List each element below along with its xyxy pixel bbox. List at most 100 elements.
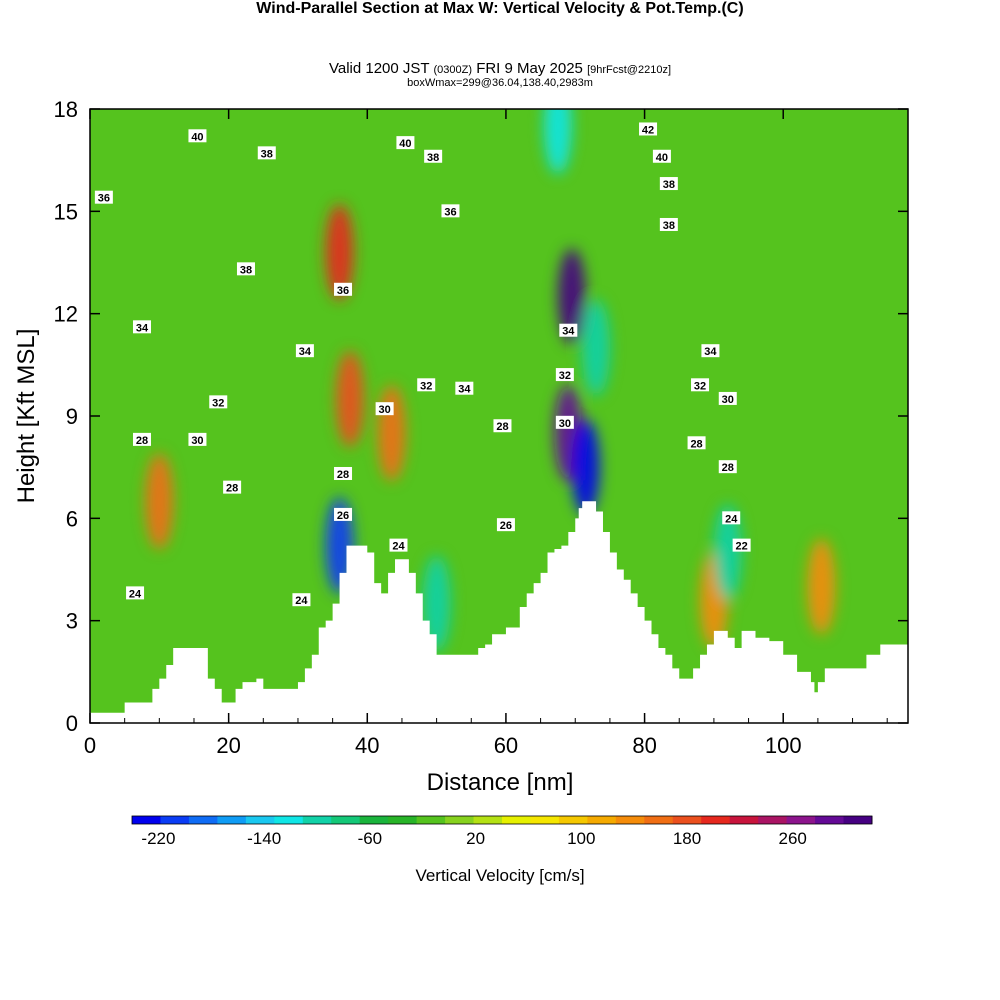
contour-label-box — [375, 402, 394, 416]
y-tick-label: 9 — [66, 404, 78, 429]
contour-label-box — [659, 217, 678, 231]
colorbar-swatch — [729, 816, 759, 824]
x-tick-label: 60 — [494, 733, 518, 758]
colorbar-swatch — [160, 816, 190, 824]
contour-label-text: 28 — [690, 438, 702, 450]
plot-background — [90, 109, 908, 723]
contour-label-text: 22 — [736, 541, 748, 553]
contour-label-text: 32 — [559, 370, 571, 382]
contour-label-box — [496, 518, 515, 532]
colorbar-swatch — [445, 816, 475, 824]
contour-label-box — [493, 419, 512, 433]
colorbar-tick-label: -60 — [358, 829, 383, 848]
contour-label-box — [722, 511, 741, 525]
velocity-cell — [325, 204, 354, 301]
velocity-cell — [377, 385, 406, 482]
velocity-cell — [582, 299, 611, 396]
contour-label-text: 32 — [420, 380, 432, 392]
contour-label-box — [126, 586, 145, 600]
contour-label-text: 24 — [392, 541, 405, 553]
x-tick-label: 20 — [216, 733, 240, 758]
y-tick-label: 3 — [66, 609, 78, 634]
contour-label-text: 38 — [240, 264, 252, 276]
contour-label-text: 40 — [656, 152, 668, 164]
contour-label-text: 40 — [399, 138, 411, 150]
contour-label: 30 — [555, 415, 574, 430]
contour-label: 38 — [659, 217, 678, 232]
contour-label: 36 — [334, 282, 353, 297]
contour-label: 34 — [559, 323, 578, 338]
colorbar: -220 -140 -60 20 100 180 260 — [131, 815, 873, 848]
contour-label: 40 — [652, 149, 671, 164]
contour-label-box — [417, 378, 436, 392]
x-axis-title: Distance [nm] — [427, 769, 574, 796]
contour-label: 28 — [493, 419, 512, 433]
y-tick-label: 18 — [54, 97, 78, 122]
contour-label-box — [295, 344, 314, 358]
colorbar-swatch — [502, 816, 531, 824]
contour-label-box — [555, 415, 574, 429]
contour-label-text: 40 — [191, 131, 203, 143]
colorbar-swatch — [843, 816, 873, 824]
contour-label-box — [236, 262, 255, 276]
contour-label-text: 28 — [226, 483, 238, 495]
colorbar-swatch — [274, 816, 304, 824]
contour-label-text: 34 — [458, 384, 471, 396]
y-tick-label: 12 — [54, 302, 78, 327]
contour-label-text: 24 — [725, 513, 738, 525]
contour-label-text: 36 — [444, 206, 456, 218]
contour-label-text: 28 — [337, 469, 349, 481]
vertical-velocity-field — [145, 109, 836, 652]
contour-label: 40 — [188, 129, 207, 143]
terrain-profile — [90, 501, 908, 723]
contour-label-text: 28 — [496, 421, 508, 433]
contour-label-text: 30 — [722, 394, 734, 406]
subtitle-forecast: [9hrFcst@2210z] — [587, 64, 672, 76]
contour-label-box — [188, 432, 207, 446]
y-tick-label: 15 — [54, 199, 78, 224]
contour-label: 34 — [295, 344, 314, 358]
contour-label: 38 — [236, 262, 255, 276]
contour-label-text: 30 — [559, 418, 571, 430]
colorbar-tick-label: -220 — [141, 829, 175, 848]
contour-label: 32 — [555, 368, 574, 382]
contour-label: 34 — [132, 320, 151, 334]
velocity-cell — [145, 453, 174, 550]
contour-label: 34 — [455, 381, 474, 396]
contour-label-box — [389, 538, 408, 552]
contour-label: 28 — [132, 432, 151, 447]
chart-title-text: Wind-Parallel Section at Max W: Vertical… — [256, 0, 722, 17]
contour-label: 22 — [732, 538, 751, 553]
subtitle-utc: (0300Z) — [433, 64, 473, 76]
contour-label: 28 — [223, 480, 242, 495]
colorbar-title: Vertical Velocity [cm/s] — [415, 866, 584, 885]
contour-label: 38 — [424, 149, 443, 164]
contour-label: 28 — [334, 466, 353, 481]
contour-label-text: 38 — [427, 152, 439, 164]
contour-label-box — [94, 190, 113, 204]
chart-subtitle: Valid 1200 JST (0300Z) FRI 9 May 2025 [9… — [0, 60, 1000, 77]
colorbar-tick-label: 260 — [779, 829, 807, 848]
y-tick-label: 0 — [66, 711, 78, 736]
velocity-cell — [713, 504, 742, 601]
contour-label-text: 34 — [136, 322, 149, 334]
contour-label: 30 — [188, 432, 207, 447]
contour-label-text: 34 — [299, 346, 312, 358]
colorbar-swatch — [701, 816, 731, 824]
contour-label-box — [334, 466, 353, 480]
y-axis: 0 36 9 12 15 18 — [54, 97, 908, 736]
subtitle-date: FRI 9 May 2025 — [476, 60, 583, 77]
contour-label-text: 34 — [562, 326, 575, 338]
x-tick-label: 0 — [84, 733, 96, 758]
colorbar-swatch — [473, 816, 503, 824]
contour-label: 30 — [375, 402, 394, 416]
contour-label-box — [555, 368, 574, 382]
colorbar-tick-label: 180 — [673, 829, 701, 848]
contour-label-text: 42 — [642, 124, 654, 136]
colorbar-swatch — [132, 816, 161, 824]
velocity-cell — [807, 538, 836, 635]
contour-label: 24 — [722, 511, 741, 525]
colorbar-swatch — [530, 816, 560, 824]
contour-label-text: 26 — [337, 510, 349, 522]
contour-label-box — [132, 432, 151, 446]
